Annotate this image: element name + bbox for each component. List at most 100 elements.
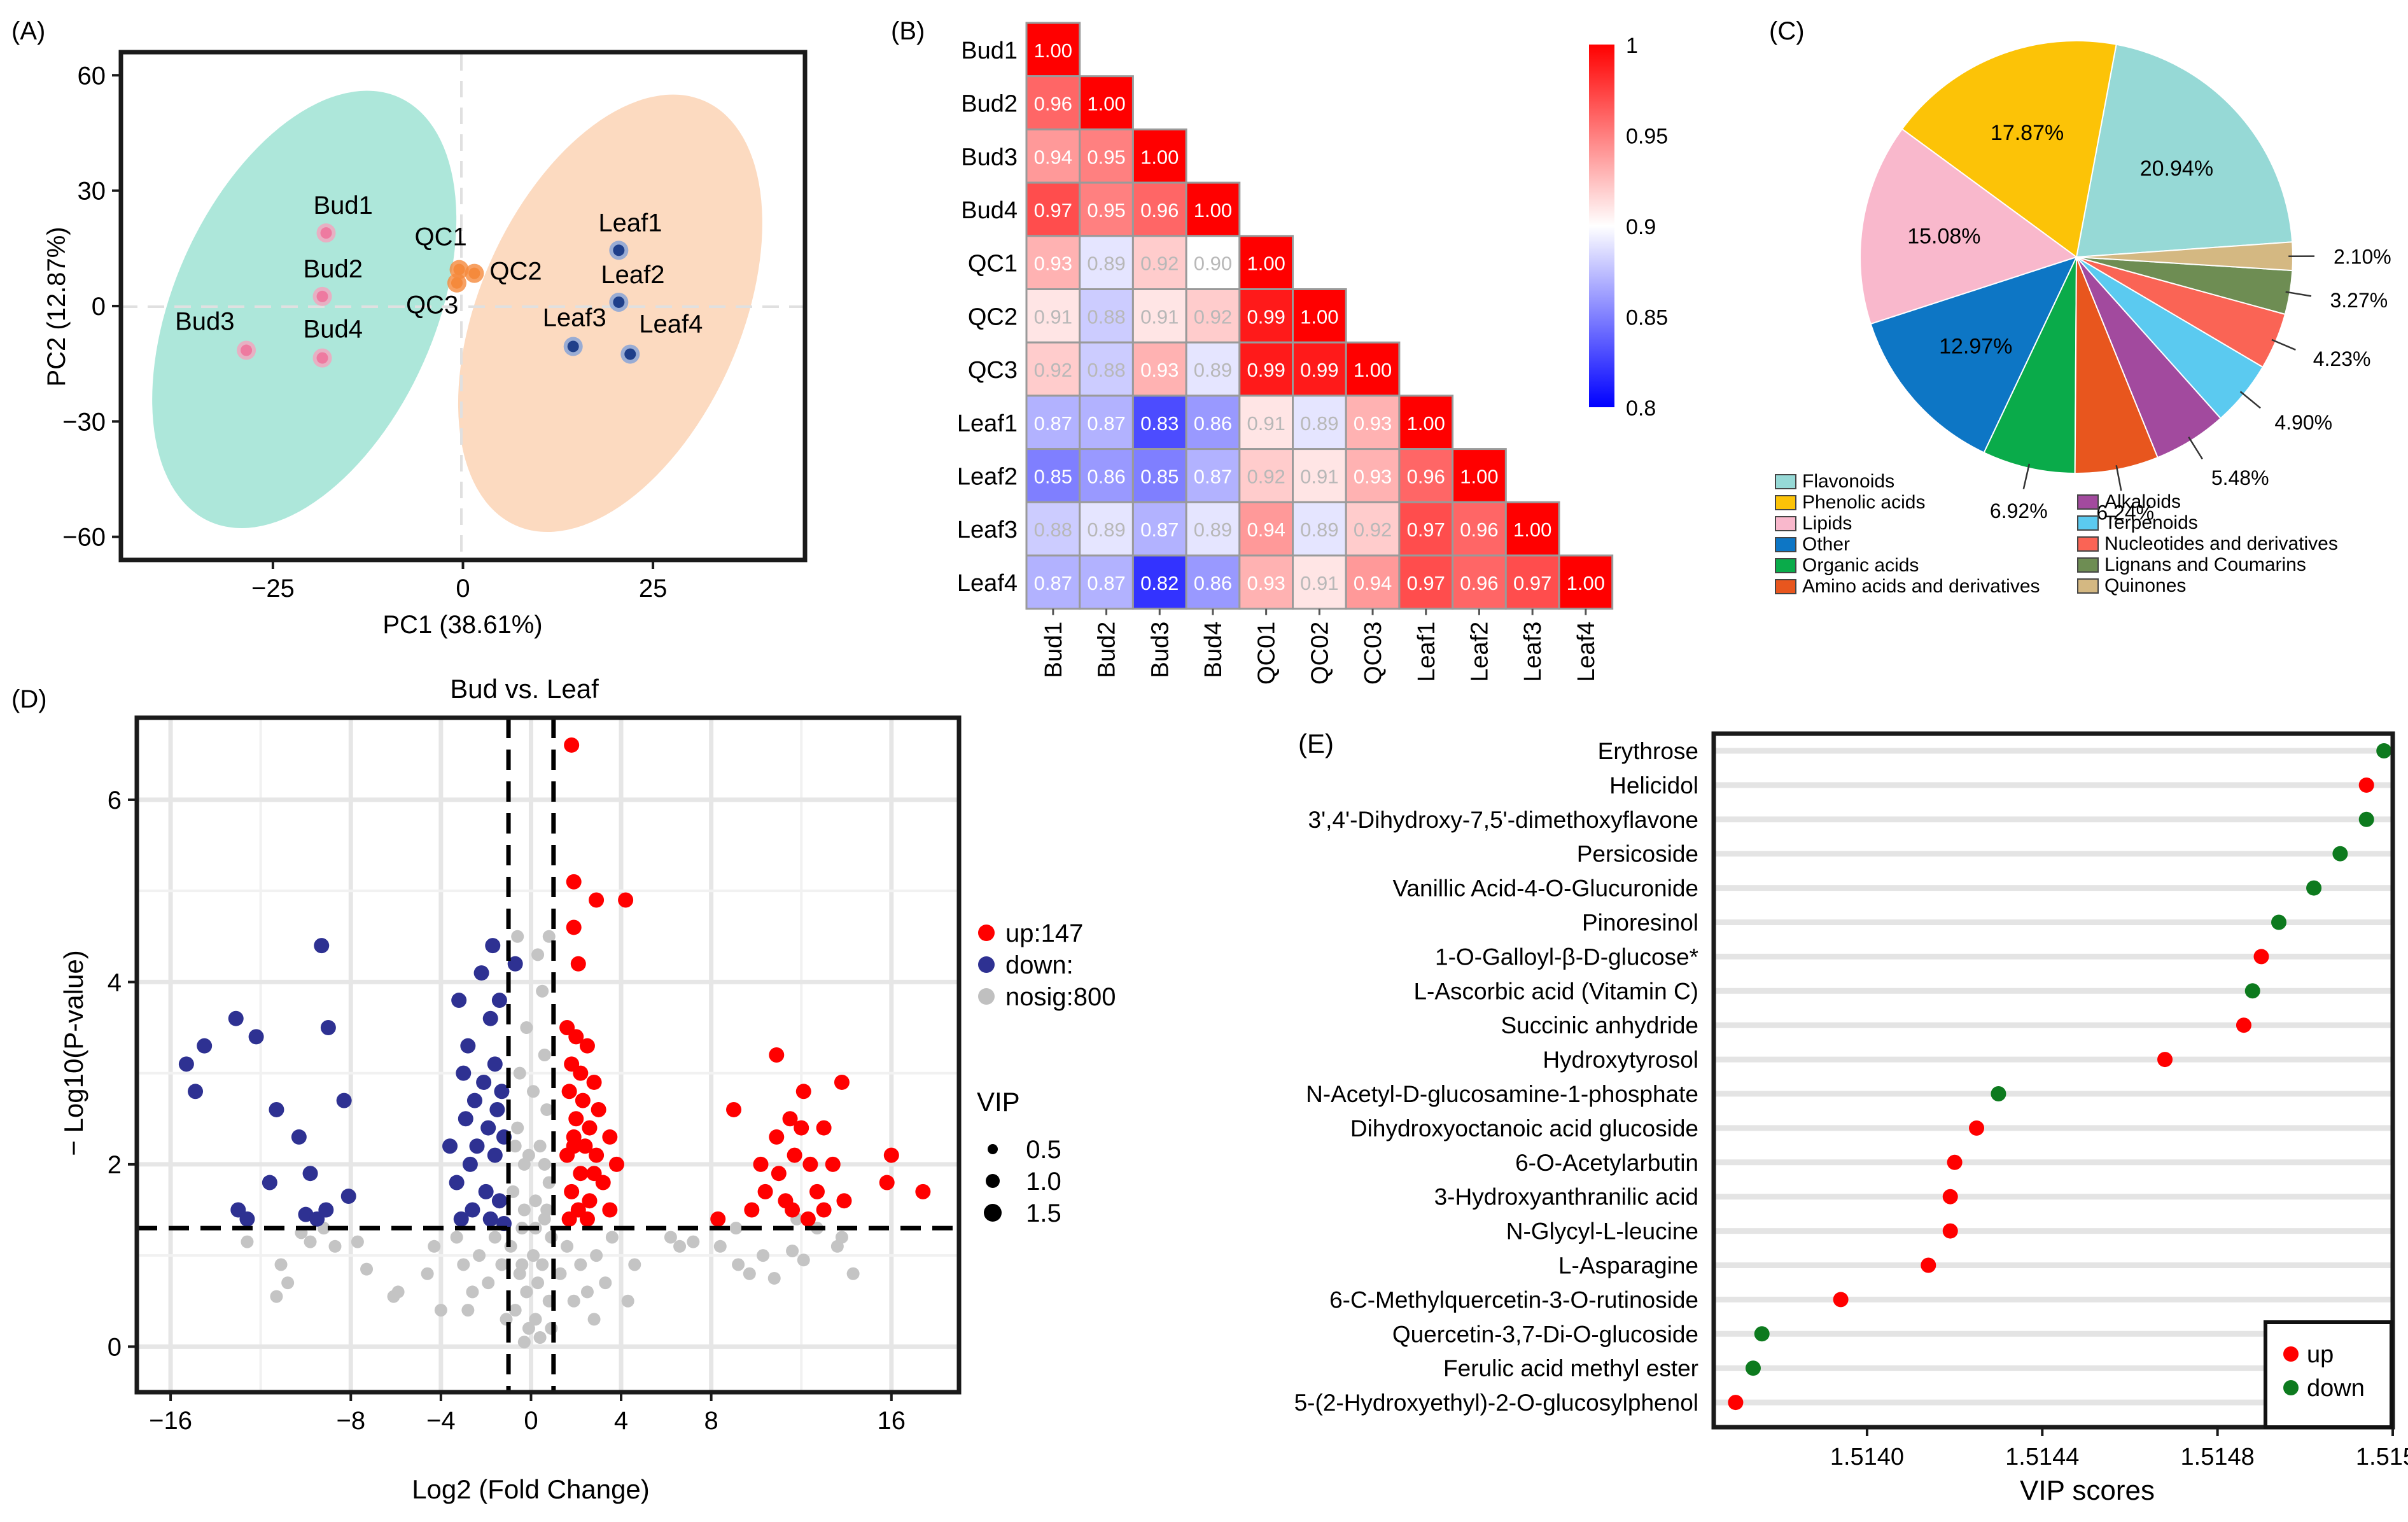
volcano-point-nosig [511, 1121, 524, 1135]
vip-row-label-l-ascorbic-acid-vitamin-c: L-Ascorbic acid (Vitamin C) [1413, 978, 1698, 1004]
heatmap-cell-value-8-1: 0.87 [1034, 412, 1072, 435]
heatmap-cell-1-1 [1025, 22, 1081, 78]
volcano-point-up [602, 1129, 618, 1145]
vip-row-label-n-acetyl-d-glucosamine-1-phosphate: N-Acetyl-D-glucosamine-1-phosphate [1306, 1081, 1698, 1107]
vip-x-tick-label: 1.5148 [2181, 1444, 2255, 1470]
pca-point-leaf1 [613, 244, 625, 256]
vip-point-up [1947, 1154, 1963, 1170]
volcano-point-down [507, 956, 523, 972]
volcano-point-nosig [507, 1185, 520, 1198]
heatmap-cell-value-8-7: 0.93 [1354, 412, 1392, 435]
volcano-point-nosig [767, 1271, 781, 1285]
volcano-point-down [302, 1166, 318, 1182]
volcano-points [178, 737, 931, 1349]
volcano-point-down [465, 1202, 480, 1218]
volcano-point-nosig [574, 1258, 587, 1271]
panel-e-label: (E) [1298, 729, 1334, 758]
pca-point-qc1 [453, 263, 465, 276]
volcano-point-up [618, 892, 634, 908]
volcano-point-up [834, 1074, 850, 1090]
volcano-x-axis-title: Log2 (Fold Change) [412, 1474, 650, 1504]
heatmap-cell-4-2 [1079, 181, 1134, 237]
pca-point-label-bud4: Bud4 [304, 316, 363, 344]
pca-y-tick-label: 60 [78, 62, 106, 90]
vip-x-tick-label: 1.5144 [2005, 1444, 2079, 1470]
volcano-point-nosig [673, 1239, 687, 1253]
pie-slice-flavonoids [2075, 43, 2293, 258]
panel-c-pie-chart: (C) 20.94% 17.87% 15.08% 12.97% 6.92% 6.24% 5.… [1769, 17, 2391, 597]
heatmap-cell-value-7-1: 0.92 [1034, 359, 1072, 381]
volcano-size-legend-label: 1.0 [1026, 1168, 1061, 1196]
volcano-point-nosig [533, 1140, 547, 1153]
volcano-point-down [197, 1038, 213, 1054]
heatmap-row-label-bud2: Bud2 [961, 91, 1018, 118]
heatmap-cell-value-4-4: 1.00 [1194, 199, 1232, 221]
volcano-point-nosig [529, 1313, 542, 1326]
volcano-point-nosig [473, 1249, 486, 1262]
volcano-y-tick-label: 4 [108, 968, 122, 996]
volcano-point-up [566, 1138, 582, 1154]
heatmap-cell-3-3 [1131, 128, 1187, 184]
heatmap-cell-value-9-4: 0.87 [1194, 465, 1232, 487]
heatmap-cell-3-1 [1025, 128, 1081, 184]
pca-ellipses [152, 90, 762, 533]
vip-point-down [2332, 846, 2348, 862]
heatmap-col-label-bud2: Bud2 [1094, 622, 1121, 678]
volcano-point-nosig [450, 1231, 463, 1244]
vip-x-axis-title: VIP scores [2020, 1475, 2155, 1506]
heatmap-cell-value-8-3: 0.83 [1140, 412, 1179, 435]
heatmap-row-label-leaf3: Leaf3 [957, 517, 1018, 543]
vip-row-label-erythrose: Erythrose [1598, 738, 1698, 764]
vip-point-up [1942, 1223, 1958, 1239]
pie-labels: 20.94% 17.87% 15.08% 12.97% 6.92% 6.24% 5.48% 4… [1907, 121, 2391, 524]
heatmap-col-label-qc02: QC02 [1306, 622, 1333, 685]
volcano-point-up [561, 1084, 577, 1100]
volcano-point-down [320, 1020, 336, 1036]
heatmap-col-label-leaf4: Leaf4 [1573, 622, 1600, 682]
pca-point-label-leaf4: Leaf4 [639, 311, 703, 339]
volcano-point-nosig [526, 1085, 540, 1098]
volcano-point-nosig [529, 1194, 542, 1208]
volcano-point-up [753, 1156, 769, 1172]
pca-y-tick-label: 30 [78, 178, 106, 206]
volcano-point-down [482, 1211, 498, 1227]
volcano-point-down [453, 1211, 469, 1227]
volcano-point-up [879, 1175, 895, 1190]
pie-legend-label-amino-acids-and-derivatives: Amino acids and derivatives [1802, 576, 2040, 597]
volcano-point-up [573, 1166, 589, 1182]
heatmap-cell-value-8-8: 1.00 [1407, 412, 1445, 435]
pie-label-alkaloids: 5.48% [2211, 466, 2269, 489]
pie-legend-label-nucleotides-and-derivatives: Nucleotides and derivatives [2104, 533, 2338, 554]
pie-legend-swatch-quinones [2077, 578, 2099, 594]
heatmap-cell-value-9-3: 0.85 [1140, 465, 1179, 487]
pca-point-label-bud1: Bud1 [314, 192, 373, 220]
volcano-point-down [485, 938, 501, 954]
vip-point-up [2253, 949, 2269, 965]
vip-point-up [2358, 777, 2374, 793]
pca-x-tick-label: −25 [251, 575, 295, 603]
volcano-legend-label-down: down: [1005, 951, 1074, 979]
volcano-point-nosig [508, 1140, 522, 1153]
heatmap-cell-value-10-3: 0.87 [1140, 519, 1179, 541]
heatmap-row-label-leaf1: Leaf1 [957, 410, 1018, 437]
volcano-point-up [809, 1183, 825, 1199]
volcano-point-down [449, 1175, 465, 1190]
pca-point-label-qc2: QC2 [489, 258, 542, 286]
heatmap-cell-value-5-2: 0.89 [1087, 253, 1125, 275]
vip-rows: Erythrose Helicidol 3',4'-Dihydroxy-7,5'-d… [1294, 738, 2393, 1416]
volcano-point-up [710, 1211, 726, 1227]
vip-row-label-succinic-anhydride: Succinic anhydride [1501, 1012, 1698, 1038]
volcano-point-up [782, 1111, 798, 1127]
volcano-point-down [494, 1084, 510, 1100]
pie-legend-swatch-lipids [1775, 516, 1796, 531]
volcano-point-nosig [421, 1267, 434, 1280]
pca-point-qc2 [468, 267, 480, 279]
volcano-point-up [816, 1202, 832, 1218]
heatmap-cell-9-3 [1131, 448, 1187, 503]
volcano-point-down [309, 1211, 325, 1227]
volcano-point-down [188, 1084, 204, 1100]
volcano-point-nosig [628, 1258, 641, 1271]
pie-slice-phenolic-acids [1901, 40, 2117, 258]
volcano-point-nosig [533, 1331, 547, 1344]
